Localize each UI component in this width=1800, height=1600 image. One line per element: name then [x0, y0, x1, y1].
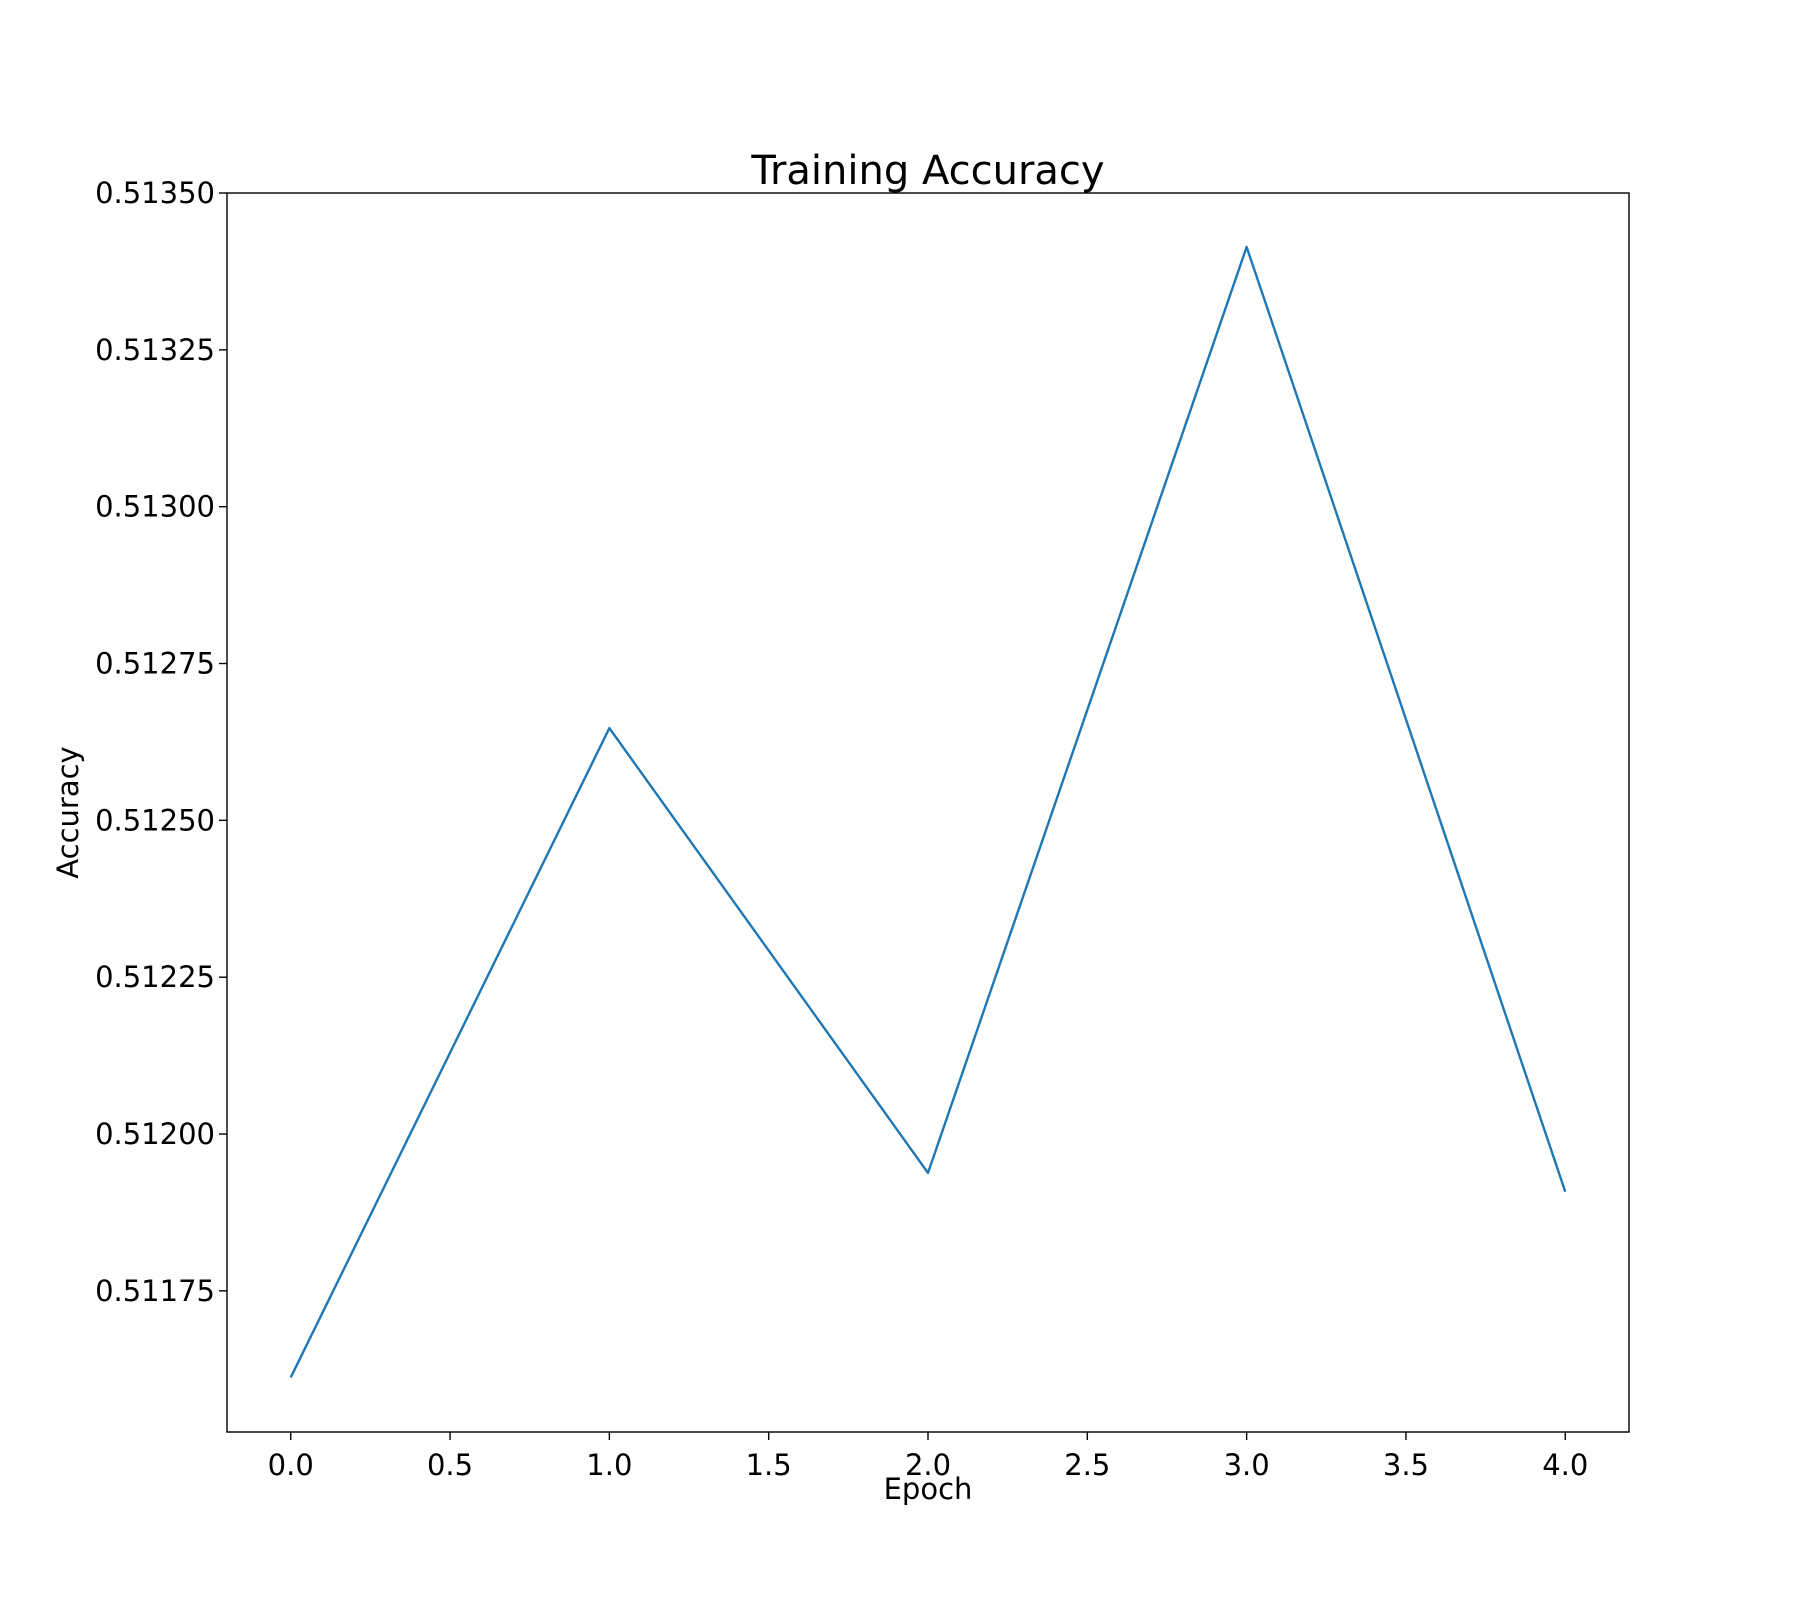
x-tick-label: 3.5: [1383, 1448, 1429, 1482]
x-tick-label: 0.5: [427, 1448, 473, 1482]
y-tick-label: 0.51175: [95, 1274, 215, 1308]
y-tick-label: 0.51325: [95, 333, 215, 367]
y-tick-label: 0.51200: [95, 1117, 215, 1151]
y-axis-label: Accuracy: [51, 746, 85, 878]
x-axis-ticks: 0.0 0.5 1.0 1.5 2.0 2.5 3.0 3.5 4.0: [268, 1432, 1588, 1482]
y-tick-label: 0.51350: [95, 176, 215, 210]
y-tick-label: 0.51250: [95, 803, 215, 837]
x-tick-label: 0.0: [268, 1448, 314, 1482]
x-tick-label: 1.5: [746, 1448, 792, 1482]
y-tick-label: 0.51225: [95, 960, 215, 994]
x-tick-label: 4.0: [1542, 1448, 1588, 1482]
chart-title: Training Accuracy: [750, 148, 1104, 194]
x-axis-label: Epoch: [884, 1472, 973, 1506]
x-tick-label: 2.0: [905, 1448, 951, 1482]
x-tick-label: 1.0: [586, 1448, 632, 1482]
x-tick-label: 2.5: [1064, 1448, 1110, 1482]
y-tick-label: 0.51300: [95, 490, 215, 524]
accuracy-series-line: [289, 245, 1567, 1378]
y-tick-label: 0.51275: [95, 647, 215, 681]
plot-area-frame: [226, 192, 1630, 1433]
x-tick-label: 3.0: [1224, 1448, 1270, 1482]
y-axis-ticks: 0.51175 0.51200 0.51225 0.51250 0.51275 0.513…: [95, 176, 227, 1308]
